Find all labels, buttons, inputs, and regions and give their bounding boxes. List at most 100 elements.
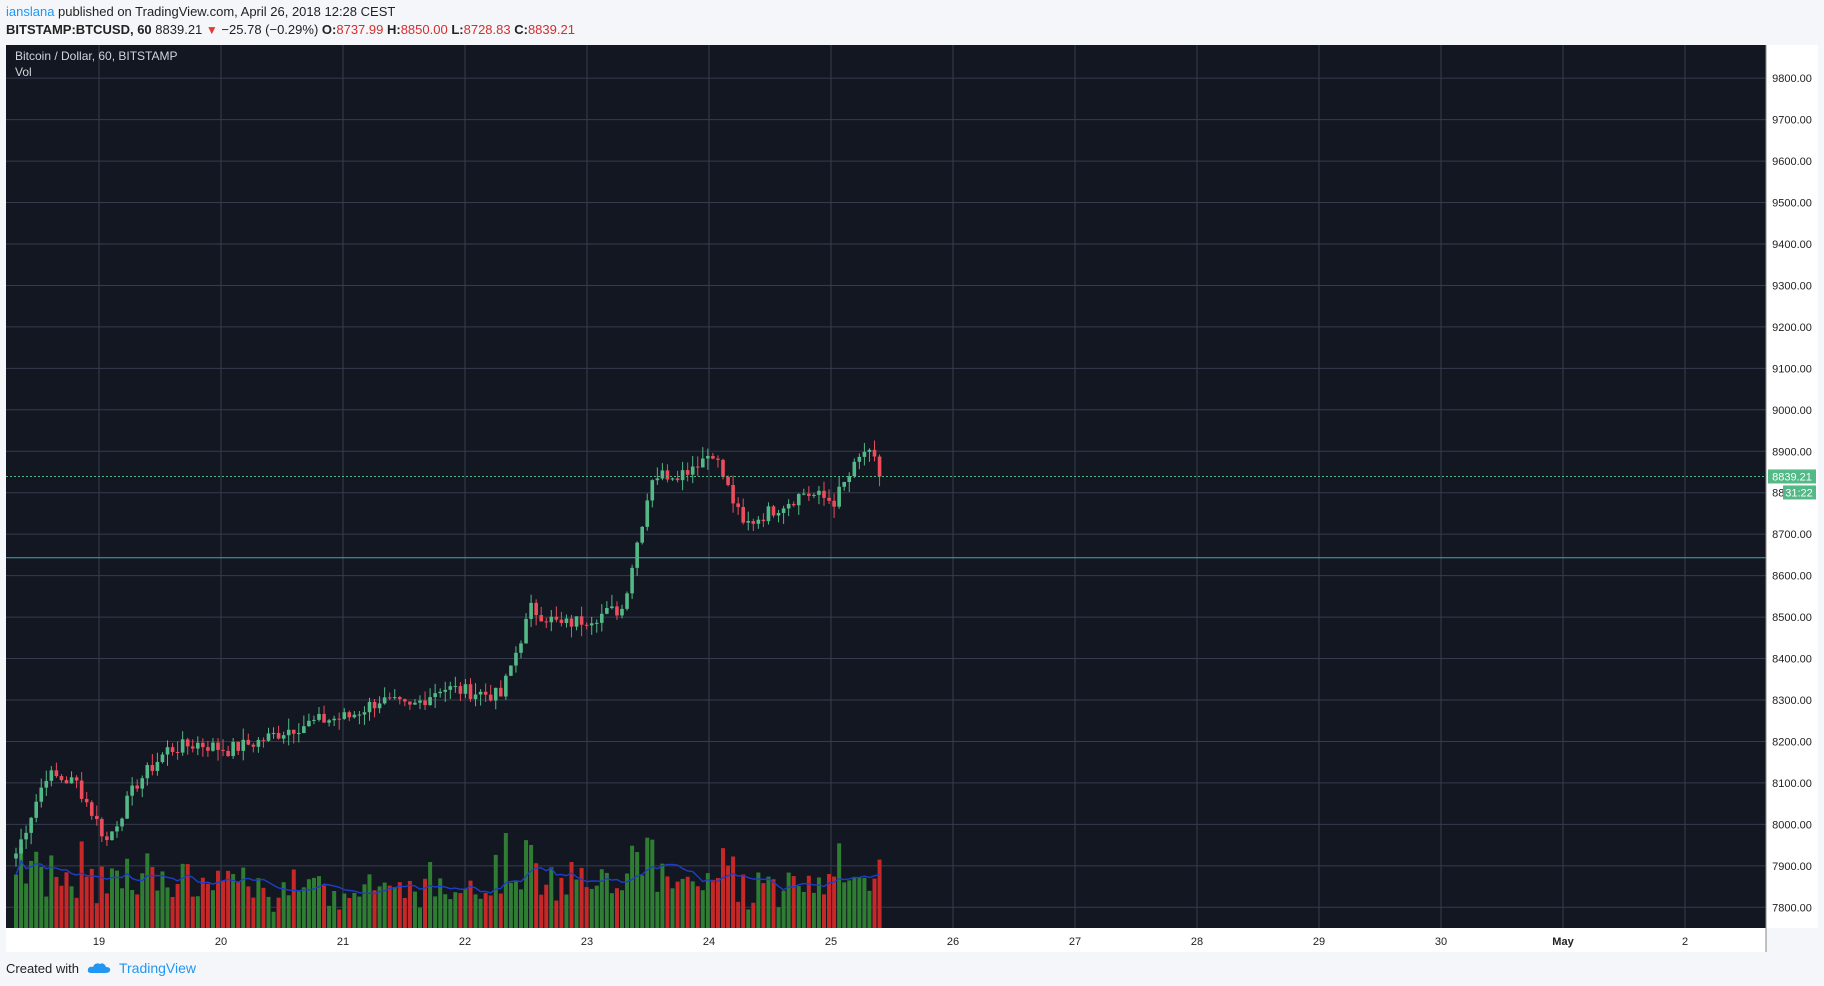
candle-body: [286, 729, 291, 736]
candle-body: [544, 621, 549, 623]
candle-body: [468, 684, 473, 700]
volume-bar: [877, 859, 882, 928]
time-tick-label: 19: [93, 936, 105, 948]
candle-body: [791, 503, 796, 506]
candle-body: [504, 675, 508, 697]
candle-body: [39, 787, 44, 802]
candle-body: [79, 780, 84, 799]
volume-bar: [226, 870, 231, 928]
volume-bar: [286, 895, 291, 928]
candle-body: [761, 519, 766, 522]
volume-bar: [109, 868, 114, 928]
tradingview-brand-link[interactable]: TradingView: [118, 960, 197, 976]
candle-body: [89, 802, 94, 816]
volume-bar: [205, 883, 210, 928]
candle-body: [387, 697, 392, 699]
candle-body: [499, 687, 503, 697]
volume-bar: [609, 893, 614, 928]
volume-bar: [89, 868, 94, 928]
candle-body: [135, 785, 139, 789]
candle-body: [741, 507, 745, 523]
candle-body: [413, 702, 417, 705]
candle-body: [817, 490, 821, 495]
volume-bar: [362, 884, 367, 928]
volume-bar: [104, 893, 109, 928]
volume-bar: [872, 878, 877, 928]
volume-bar: [54, 876, 59, 928]
volume-bar: [574, 879, 579, 928]
candle-body: [423, 700, 427, 706]
candle-body: [655, 478, 660, 481]
volume-bar: [69, 886, 74, 928]
candle-body: [660, 470, 665, 479]
volume-bar: [200, 877, 205, 928]
candle-body: [196, 742, 200, 749]
volume-bar: [832, 876, 837, 928]
candle-body: [155, 762, 160, 771]
candle-body: [271, 732, 276, 734]
volume-bar: [115, 870, 119, 928]
candle-body: [478, 691, 483, 695]
candle-body: [307, 720, 311, 727]
candle-body: [322, 713, 326, 723]
volume-bar: [660, 863, 665, 928]
price-chart[interactable]: 9800.00 9700.00 9600.00 9500.00 9400.00 9300.…: [6, 45, 1818, 952]
volume-bar: [746, 909, 751, 928]
volume-bar: [39, 866, 44, 928]
candle-body: [569, 618, 574, 627]
volume-bar: [397, 882, 402, 928]
candle-body: [403, 699, 407, 702]
volume-bar: [170, 897, 175, 928]
volume-bar: [332, 890, 337, 928]
candle-body: [160, 754, 165, 763]
volume-bar: [519, 889, 523, 928]
volume-bar: [438, 878, 443, 928]
volume-bar: [554, 900, 559, 928]
candle-body: [827, 497, 831, 501]
price-tick-label: 9000.00: [1772, 405, 1812, 417]
volume-bar: [423, 878, 428, 928]
volume-bar: [216, 870, 220, 928]
volume-bar: [670, 888, 675, 928]
candle-body: [589, 623, 594, 626]
candle-body: [635, 542, 639, 568]
volume-bar: [534, 863, 539, 928]
volume-bar: [392, 886, 397, 928]
volume-bar: [503, 833, 508, 928]
chart-header: ianslana published on TradingView.com, A…: [6, 3, 575, 39]
volume-bar: [74, 897, 79, 928]
volume-bar: [352, 892, 357, 928]
candle-body: [216, 742, 220, 750]
time-tick-label: 24: [703, 936, 715, 948]
candle-body: [867, 449, 872, 452]
candle-body: [685, 470, 690, 475]
volume-bar: [589, 888, 594, 928]
volume-bar: [811, 892, 816, 928]
price-tick-label: 7900.00: [1772, 861, 1812, 873]
time-tick-label: 26: [947, 936, 959, 948]
candle-body: [175, 751, 180, 753]
author-link[interactable]: ianslana: [6, 4, 55, 19]
volume-bar: [756, 872, 761, 928]
candle-body: [463, 684, 468, 694]
volume-bar: [377, 886, 382, 928]
candle-body: [690, 466, 695, 475]
volume-bar: [407, 880, 412, 928]
candle-body: [105, 836, 109, 841]
footer: Created with TradingView: [6, 960, 196, 976]
volume-bar: [549, 867, 554, 928]
last-price-tag-text: 8839.21: [1772, 471, 1812, 483]
candle-body: [165, 747, 170, 755]
volume-bar: [680, 878, 685, 928]
volume-bar: [776, 907, 781, 928]
volume-bar: [806, 875, 811, 928]
time-tick-label: 22: [459, 936, 471, 948]
price-tick-label: 9400.00: [1772, 239, 1812, 251]
price-tick-label: 8200.00: [1772, 736, 1812, 748]
candle-body: [680, 470, 685, 481]
candle-body: [711, 455, 715, 459]
candle-body: [862, 451, 867, 457]
price-tick-label: 8700.00: [1772, 529, 1812, 541]
volume-bar: [347, 897, 352, 928]
time-axis[interactable]: [6, 928, 1766, 952]
